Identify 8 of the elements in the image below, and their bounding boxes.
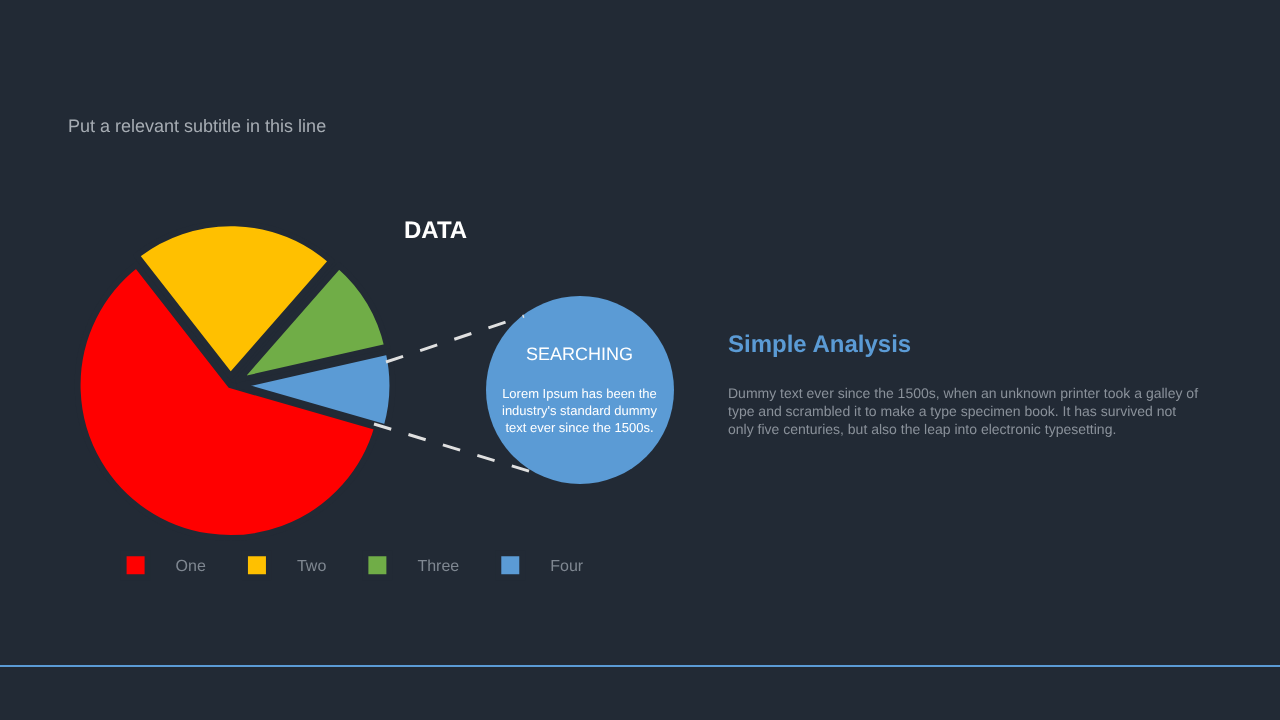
chart-subtitle: Put a relevant subtitle in this line [68, 116, 327, 136]
chart-title: DATA [404, 216, 468, 244]
legend-label: Four [550, 557, 584, 576]
legend-label: One [175, 557, 207, 576]
text: SEARCHING [526, 344, 634, 364]
legend-label: Three [417, 557, 461, 576]
legend-label: Two [296, 557, 328, 576]
text: Simple Analysis [728, 330, 912, 358]
